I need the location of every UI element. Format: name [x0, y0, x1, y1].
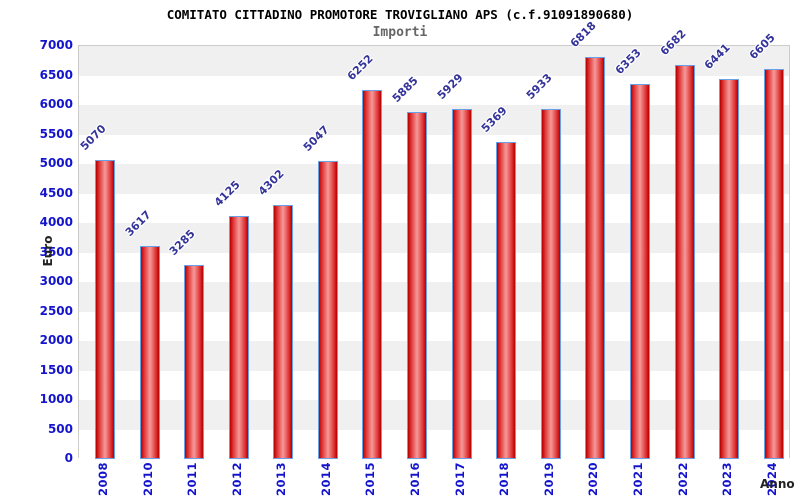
bar-2013 [273, 205, 294, 459]
bar-2008 [95, 159, 115, 459]
x-tick-label: 2010 [140, 462, 155, 497]
y-axis-title: Euro [41, 235, 55, 267]
y-tick-label: 3500 [39, 244, 73, 259]
page-title: COMITATO CITTADINO PROMOTORE TROVIGLIANO… [166, 7, 634, 22]
y-tick-label: 500 [47, 421, 73, 436]
bar-2017 [451, 109, 472, 459]
bar-2018 [496, 142, 517, 459]
y-tick-label: 2000 [39, 333, 73, 347]
y-tick-label: 1500 [39, 362, 73, 377]
y-tick-label: 5000 [39, 156, 73, 170]
y-tick-label: 0 [64, 451, 73, 465]
y-tick-label: 1000 [39, 392, 73, 406]
y-tick-label: 6000 [39, 97, 73, 111]
x-tick-label: 2016 [408, 462, 423, 497]
gridline-band [79, 164, 789, 194]
x-tick-label: 2011 [185, 462, 200, 497]
bar-2012 [228, 215, 249, 459]
bar-2023 [719, 78, 740, 459]
bar-2010 [139, 245, 160, 459]
bar-2011 [184, 265, 205, 459]
x-tick-label: 2018 [497, 462, 512, 497]
x-tick-label: 2023 [720, 462, 735, 497]
gridline-band [79, 223, 789, 253]
x-axis-title: Anno [760, 477, 795, 491]
x-tick-label: 2008 [96, 462, 110, 497]
bar-2024 [763, 69, 784, 459]
bar-2014 [317, 161, 338, 459]
bar-2015 [362, 90, 383, 459]
x-tick-label: 2019 [541, 462, 556, 497]
bar-2020 [585, 56, 606, 459]
gridline-band [79, 75, 789, 105]
x-tick-label: 2015 [363, 462, 378, 497]
y-tick-label: 2500 [39, 303, 73, 318]
x-tick-label: 2013 [274, 462, 289, 497]
plot-area [78, 45, 790, 459]
gridline-band [79, 193, 789, 223]
x-tick-label: 2017 [452, 462, 467, 497]
y-tick-label: 7000 [39, 38, 73, 52]
x-tick-label: 2014 [318, 462, 333, 497]
bar-2016 [407, 111, 428, 459]
gridline-band [79, 46, 789, 76]
bar-2021 [629, 84, 650, 459]
y-tick-label: 3000 [39, 274, 73, 288]
y-tick-label: 6500 [39, 67, 73, 82]
y-tick-label: 5500 [39, 126, 73, 141]
x-tick-label: 2020 [586, 462, 601, 497]
chart-subtitle: Importi [372, 25, 428, 40]
x-tick-label: 2021 [630, 462, 645, 497]
gridline-band [79, 105, 789, 135]
x-tick-label: 2022 [675, 462, 690, 497]
y-tick-label: 4500 [39, 185, 73, 200]
gridline-band [79, 134, 789, 164]
bar-2019 [540, 108, 561, 459]
bar-2022 [674, 64, 695, 459]
y-tick-label: 4000 [39, 215, 73, 229]
x-tick-label: 2012 [229, 462, 244, 497]
